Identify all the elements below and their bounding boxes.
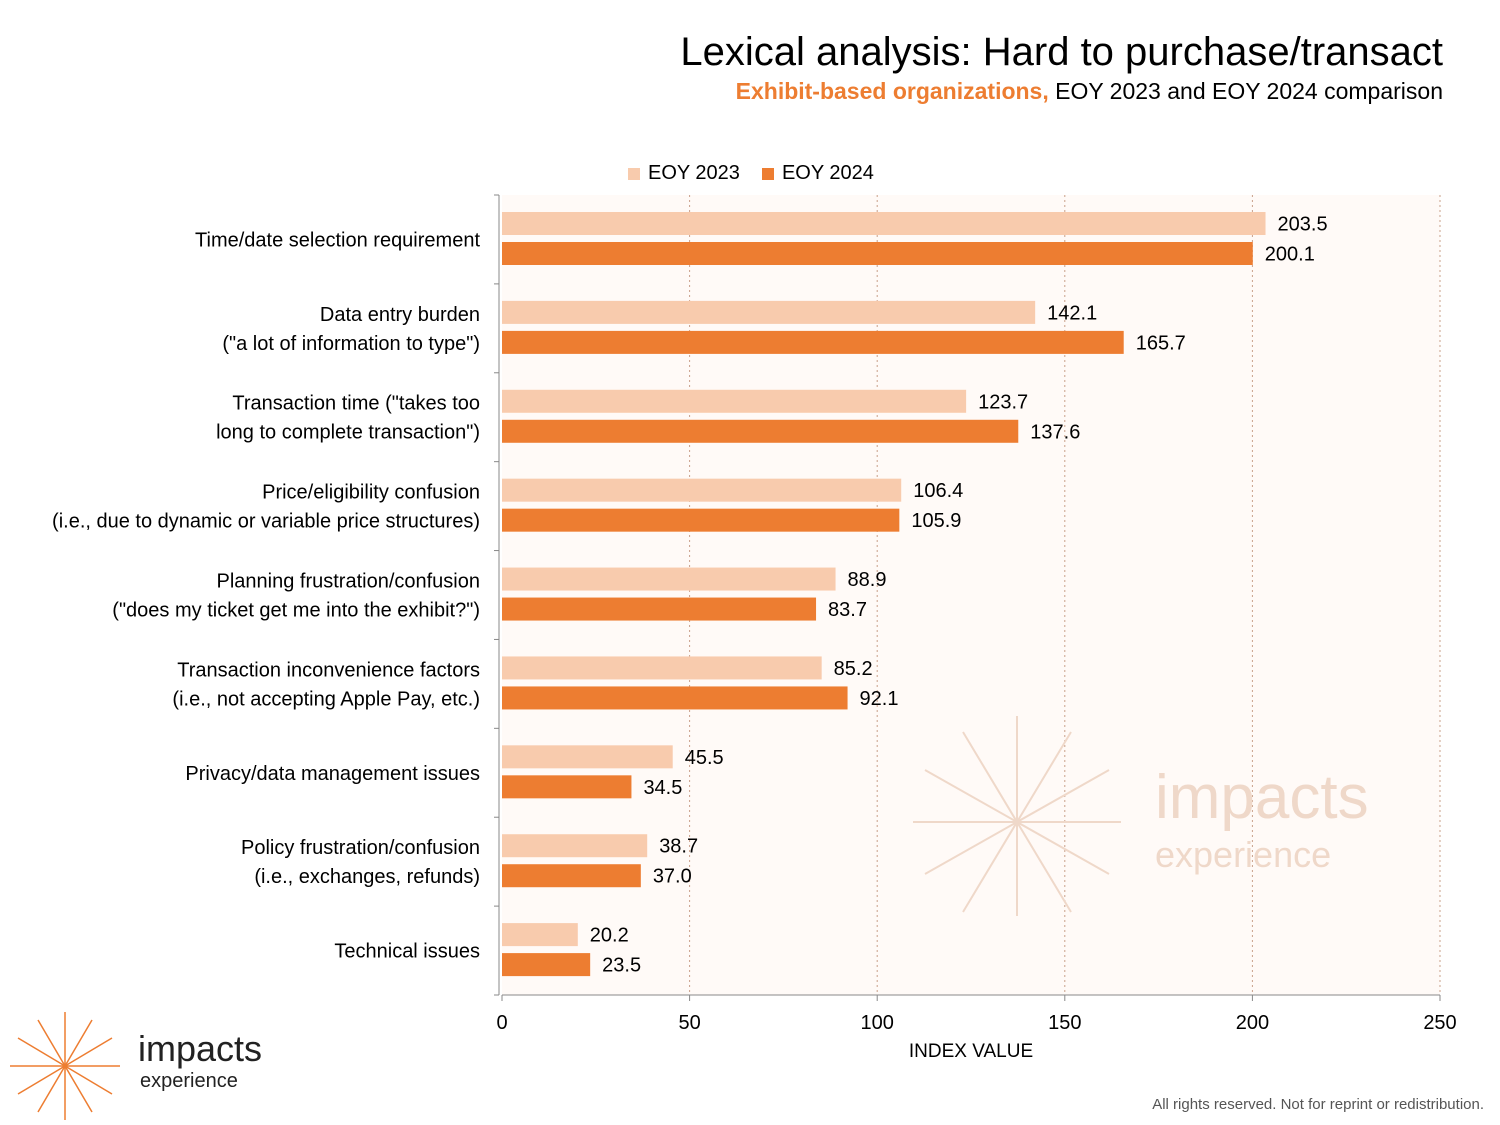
category-label: Price/eligibility confusion: [262, 482, 480, 504]
bar-eoy-2023: [502, 478, 902, 502]
x-tick-label: 150: [1048, 1012, 1081, 1034]
watermark-starburst-icon: [913, 716, 1121, 916]
copyright-note: All rights reserved. Not for reprint or …: [1152, 1096, 1484, 1113]
data-label: 106.4: [913, 480, 963, 502]
bar-eoy-2024: [502, 864, 641, 888]
bar-eoy-2023: [502, 212, 1266, 235]
legend-label-eoy-2024: EOY 2024: [781, 162, 874, 184]
data-label: 37.0: [653, 866, 692, 888]
bar-eoy-2023: [502, 656, 822, 680]
category-label: Transaction inconvenience factors: [177, 659, 480, 681]
data-label: 123.7: [978, 391, 1028, 413]
x-tick-label: 250: [1423, 1012, 1456, 1034]
category-label: Technical issues: [334, 941, 480, 963]
data-label: 203.5: [1278, 214, 1328, 236]
data-label: 88.9: [848, 569, 887, 591]
watermark-word-impacts: impacts: [1155, 763, 1369, 832]
bar-eoy-2024: [502, 775, 632, 799]
bar-eoy-2023: [502, 567, 836, 591]
data-label: 137.6: [1030, 421, 1080, 443]
chart-subtitle: Exhibit-based organizations, EOY 2023 an…: [736, 78, 1443, 105]
category-label: Time/date selection requirement: [195, 229, 480, 251]
x-tick-label: 0: [496, 1012, 507, 1034]
x-tick-label: 50: [678, 1012, 700, 1034]
data-label: 92.1: [860, 688, 899, 710]
x-tick-label: 200: [1236, 1012, 1269, 1034]
bar-eoy-2024: [502, 953, 591, 977]
legend-item-eoy-2023: EOY 2023: [628, 162, 740, 185]
bar-eoy-2023: [502, 834, 648, 858]
category-label: Planning frustration/confusion: [217, 571, 481, 593]
data-label: 142.1: [1047, 302, 1097, 324]
logo-starburst-icon: [10, 1012, 120, 1120]
data-label: 38.7: [659, 836, 698, 858]
x-tick-label: 100: [861, 1012, 894, 1034]
bar-eoy-2024: [502, 242, 1253, 265]
bar-eoy-2024: [502, 597, 817, 621]
logo-word-experience: experience: [140, 1070, 238, 1092]
legend-label-eoy-2023: EOY 2023: [648, 162, 740, 184]
category-label: (i.e., not accepting Apple Pay, etc.): [172, 688, 480, 710]
logo-word-impacts: impacts: [138, 1028, 263, 1069]
chart-title: Lexical analysis: Hard to purchase/trans…: [680, 30, 1443, 74]
category-label: (i.e., due to dynamic or variable price …: [52, 511, 480, 533]
legend-item-eoy-2024: EOY 2024: [761, 162, 874, 185]
watermark: impacts experience: [905, 712, 1425, 922]
category-label: long to complete transaction"): [216, 422, 480, 444]
bar-eoy-2023: [502, 389, 967, 413]
x-axis-title: INDEX VALUE: [909, 1041, 1033, 1062]
company-logo: impacts experience: [8, 1008, 308, 1123]
category-label: Privacy/data management issues: [185, 763, 480, 785]
plot-area: [502, 195, 1440, 995]
category-label: Data entry burden: [320, 304, 480, 326]
subtitle-accent: Exhibit-based organizations,: [735, 78, 1049, 104]
legend-swatch-eoy-2024: [761, 167, 774, 180]
data-label: 105.9: [911, 510, 961, 532]
data-label: 165.7: [1136, 332, 1186, 354]
bar-eoy-2024: [502, 686, 848, 710]
category-label: ("does my ticket get me into the exhibit…: [112, 600, 480, 622]
data-label: 23.5: [602, 955, 641, 977]
bar-eoy-2024: [502, 330, 1124, 354]
subtitle-rest: EOY 2023 and EOY 2024 comparison: [1048, 78, 1443, 104]
data-label: 85.2: [834, 658, 873, 680]
bar-eoy-2024: [502, 419, 1019, 443]
data-label: 83.7: [828, 599, 867, 621]
data-label: 20.2: [590, 925, 629, 947]
category-label: ("a lot of information to type"): [222, 333, 480, 355]
category-label: Policy frustration/confusion: [241, 837, 480, 859]
bar-eoy-2024: [502, 508, 900, 532]
bar-eoy-2023: [502, 300, 1036, 324]
data-label: 200.1: [1265, 244, 1315, 266]
category-label: Transaction time ("takes too: [232, 393, 480, 415]
bar-eoy-2023: [502, 923, 578, 947]
chart-legend: EOY 2023 EOY 2024: [628, 162, 896, 185]
watermark-word-experience: experience: [1155, 834, 1332, 875]
data-label: 34.5: [643, 777, 682, 799]
bar-eoy-2023: [502, 745, 673, 769]
data-label: 45.5: [685, 747, 724, 769]
category-label: (i.e., exchanges, refunds): [254, 866, 480, 888]
legend-swatch-eoy-2023: [628, 167, 640, 180]
